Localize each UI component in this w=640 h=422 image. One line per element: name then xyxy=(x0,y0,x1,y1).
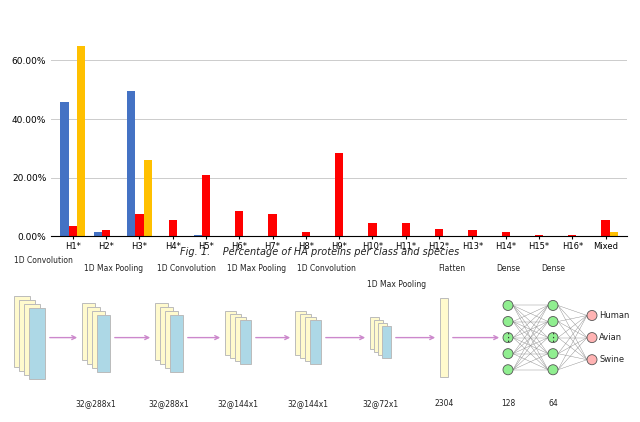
Polygon shape xyxy=(87,308,100,364)
Bar xyxy=(60,102,68,236)
Text: 32@288x1: 32@288x1 xyxy=(148,399,189,408)
Bar xyxy=(268,214,276,236)
Circle shape xyxy=(587,354,597,365)
Bar xyxy=(77,46,85,236)
Bar xyxy=(402,223,410,236)
Circle shape xyxy=(587,333,597,343)
Polygon shape xyxy=(92,311,105,368)
Polygon shape xyxy=(82,303,95,360)
Polygon shape xyxy=(235,317,246,361)
Bar xyxy=(610,232,618,236)
Text: 32@144x1: 32@144x1 xyxy=(218,399,259,408)
Text: 1D Max Pooling: 1D Max Pooling xyxy=(227,264,286,273)
Polygon shape xyxy=(24,304,40,375)
Bar xyxy=(535,235,543,236)
Polygon shape xyxy=(305,317,316,361)
Text: ⋮: ⋮ xyxy=(547,333,559,343)
Text: Avian: Avian xyxy=(599,333,622,342)
Polygon shape xyxy=(155,303,168,360)
Circle shape xyxy=(587,311,597,321)
Polygon shape xyxy=(300,314,311,358)
Circle shape xyxy=(548,333,558,343)
Bar xyxy=(135,214,143,236)
Bar xyxy=(168,220,177,236)
Polygon shape xyxy=(310,320,321,364)
Bar xyxy=(68,226,77,236)
Bar xyxy=(143,160,152,236)
Text: 32@144x1: 32@144x1 xyxy=(287,399,328,408)
Circle shape xyxy=(548,316,558,327)
Bar xyxy=(193,235,202,236)
Polygon shape xyxy=(230,314,241,358)
Bar xyxy=(127,91,135,236)
Polygon shape xyxy=(19,300,35,371)
Text: 128: 128 xyxy=(501,399,515,408)
Text: Swine: Swine xyxy=(599,355,624,364)
Polygon shape xyxy=(225,311,236,355)
Bar xyxy=(335,153,344,236)
Polygon shape xyxy=(170,316,183,372)
Text: 1D Convolution: 1D Convolution xyxy=(14,256,73,265)
Bar xyxy=(202,175,210,236)
Polygon shape xyxy=(295,311,306,355)
Text: Dense: Dense xyxy=(496,264,520,273)
Text: ⋮: ⋮ xyxy=(502,333,513,343)
Bar xyxy=(102,230,110,236)
Text: 1D Max Pooling: 1D Max Pooling xyxy=(367,280,426,289)
Polygon shape xyxy=(14,296,30,367)
Text: 32@72x1: 32@72x1 xyxy=(362,399,399,408)
Bar xyxy=(602,220,610,236)
Text: Dense: Dense xyxy=(541,264,565,273)
Text: 2304: 2304 xyxy=(435,399,454,408)
Circle shape xyxy=(548,365,558,375)
Text: Human: Human xyxy=(599,311,629,320)
Polygon shape xyxy=(370,317,379,349)
Text: 1D Convolution: 1D Convolution xyxy=(157,264,216,273)
Bar xyxy=(369,223,377,236)
Text: 32@288x1: 32@288x1 xyxy=(76,399,116,408)
Circle shape xyxy=(503,349,513,359)
Bar xyxy=(435,229,444,236)
Bar xyxy=(468,230,477,236)
Polygon shape xyxy=(374,320,383,352)
Bar xyxy=(301,232,310,236)
Bar xyxy=(235,211,243,236)
Polygon shape xyxy=(97,316,110,372)
Circle shape xyxy=(548,300,558,311)
Circle shape xyxy=(503,316,513,327)
Text: 1D Convolution: 1D Convolution xyxy=(297,264,356,273)
Bar xyxy=(440,298,448,377)
Bar xyxy=(568,235,577,236)
Polygon shape xyxy=(29,308,45,379)
Circle shape xyxy=(503,365,513,375)
Bar xyxy=(502,232,510,236)
Circle shape xyxy=(503,300,513,311)
Text: Flatten: Flatten xyxy=(438,264,465,273)
Text: 64: 64 xyxy=(548,399,558,408)
Polygon shape xyxy=(378,323,387,355)
Polygon shape xyxy=(160,308,173,364)
Polygon shape xyxy=(240,320,251,364)
Polygon shape xyxy=(382,326,391,358)
Polygon shape xyxy=(165,311,178,368)
Circle shape xyxy=(548,349,558,359)
Bar xyxy=(93,232,102,236)
Circle shape xyxy=(503,333,513,343)
Text: 1D Max Pooling: 1D Max Pooling xyxy=(84,264,143,273)
Text: Fig. 1.    Percentage of HA proteins per class and species: Fig. 1. Percentage of HA proteins per cl… xyxy=(180,247,460,257)
